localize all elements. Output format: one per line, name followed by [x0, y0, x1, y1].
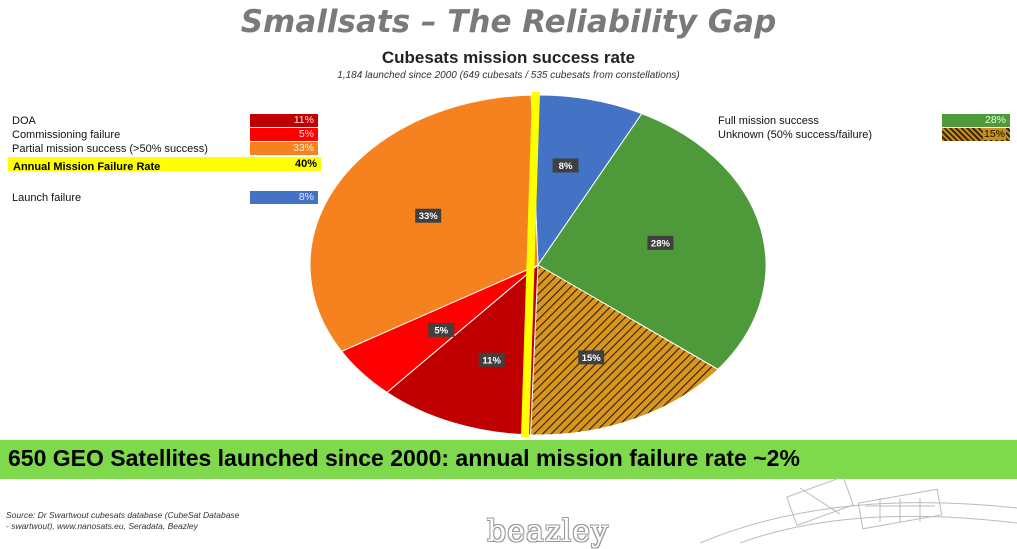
satellite-graphic — [699, 478, 1017, 543]
legend-item-launch: Launch failure — [12, 191, 81, 204]
slice-data-label: 33% — [415, 208, 442, 223]
legend-label: Commissioning failure — [12, 128, 121, 141]
legend-swatch-unknown-value: 15% — [982, 128, 1006, 140]
banner: 650 GEO Satellites launched since 2000: … — [0, 440, 1017, 479]
legend-item-unknown: Unknown (50% success/failure) — [718, 128, 872, 141]
slice-label-bg — [647, 235, 674, 250]
slice-label-text: 28% — [651, 238, 671, 249]
slice-label-text: 15% — [582, 353, 602, 364]
chart-subtitle: 1,184 launched since 2000 (649 cubesats … — [337, 70, 680, 81]
pie-slice — [529, 264, 719, 436]
legend-swatch-launch: 8% — [250, 191, 318, 204]
failure-rate-label: Annual Mission Failure Rate — [13, 161, 161, 173]
legend-item-partial: Partial mission success (>50% success) — [12, 142, 208, 155]
pie-slice — [309, 94, 539, 352]
slice-data-label: 15% — [578, 350, 605, 365]
legend-item-full-success: Full mission success — [718, 114, 819, 127]
legend-label: Full mission success — [718, 114, 819, 127]
slide-title: Smallsats – The Reliability Gap — [240, 4, 777, 40]
pie-chart: 8% 28% 15% 11% 5% 33% — [309, 91, 767, 438]
slice-data-label: 11% — [478, 352, 505, 367]
slice-data-label: 8% — [552, 158, 579, 173]
beazley-logo: beazley — [487, 514, 609, 549]
failure-rate-highlight: Annual Mission Failure Rate 40% — [8, 157, 321, 173]
banner-text: 650 GEO Satellites launched since 2000: … — [8, 445, 800, 471]
legend-label: Unknown (50% success/failure) — [718, 128, 873, 141]
slice-label-bg — [478, 352, 505, 367]
legend-label: DOA — [12, 114, 36, 127]
slice-label-text: 33% — [419, 211, 439, 222]
legend-item-commissioning: Commissioning failure — [12, 128, 120, 141]
source-note: Source: Dr Swartwout cubesats database (… — [6, 510, 346, 532]
legend-swatch-commissioning: 5% — [250, 128, 318, 141]
legend-label: Launch failure — [12, 191, 82, 204]
slice-label-text: 8% — [559, 161, 573, 172]
slice-data-label: 5% — [428, 322, 455, 337]
legend-item-doa: DOA — [12, 114, 36, 127]
slice-data-label: 28% — [647, 235, 674, 250]
divider-line — [521, 91, 540, 438]
source-line-2: - swartwout), www.nanosats.eu, Seradata,… — [6, 521, 198, 531]
legend-swatch-unknown: 15% — [942, 128, 1010, 141]
source-line-1: Source: Dr Swartwout cubesats database (… — [6, 510, 240, 520]
slice-label-bg — [428, 322, 455, 337]
slice-label-text: 11% — [482, 355, 501, 366]
failure-rate-value: 40% — [294, 158, 317, 170]
slice-label-bg — [415, 208, 442, 223]
legend-swatch-full-success: 28% — [942, 114, 1010, 127]
legend-swatch-doa: 11% — [250, 114, 318, 127]
slice-label-bg — [578, 350, 605, 365]
chart-title: Cubesats mission success rate — [381, 48, 636, 67]
pie-slice — [386, 263, 539, 436]
slice-label-text: 5% — [434, 325, 448, 336]
legend-label: Partial mission success (>50% success) — [12, 142, 208, 155]
legend-swatch-partial: 33% — [250, 142, 318, 155]
slice-label-bg — [552, 158, 579, 173]
